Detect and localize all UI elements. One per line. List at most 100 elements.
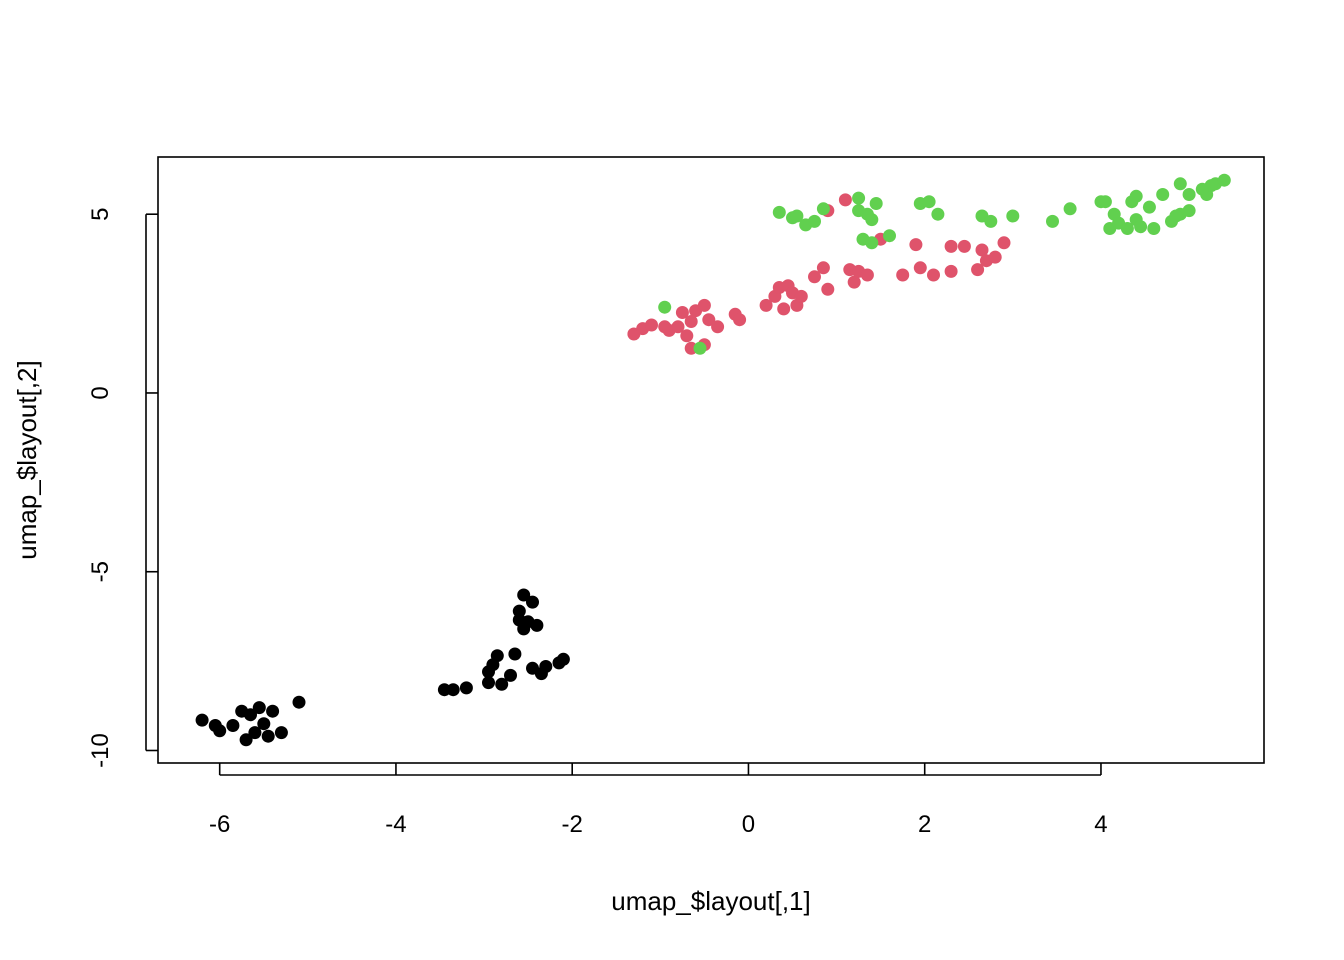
data-point xyxy=(997,236,1011,250)
data-point xyxy=(896,268,910,282)
data-point xyxy=(680,329,694,343)
data-point xyxy=(1173,177,1187,191)
data-point xyxy=(526,595,539,609)
data-point xyxy=(984,214,998,228)
data-point xyxy=(852,191,866,205)
data-point xyxy=(1134,220,1148,234)
data-point xyxy=(988,250,1002,264)
data-point xyxy=(490,649,504,663)
x-tick-label: 4 xyxy=(1094,811,1107,838)
data-point xyxy=(1063,202,1077,216)
plot-frame xyxy=(157,156,1265,764)
data-point xyxy=(252,701,266,715)
x-tick-label: -2 xyxy=(562,811,583,838)
data-point xyxy=(913,261,927,275)
y-tick-label: -10 xyxy=(87,733,114,768)
data-point xyxy=(865,236,879,250)
data-point xyxy=(1195,182,1209,196)
data-point xyxy=(504,668,517,682)
data-point xyxy=(794,289,808,303)
data-point xyxy=(274,726,288,740)
y-axis: -10 -5 0 5 xyxy=(87,208,158,768)
data-point xyxy=(922,195,936,209)
data-point xyxy=(759,298,773,312)
data-point xyxy=(847,275,861,289)
x-tick-label: -6 xyxy=(209,811,230,838)
data-point xyxy=(1120,222,1134,235)
data-point xyxy=(257,717,271,731)
data-point xyxy=(883,229,896,243)
data-point xyxy=(645,318,658,332)
data-point xyxy=(658,300,672,314)
data-point xyxy=(865,213,879,227)
data-point xyxy=(508,647,522,661)
data-point xyxy=(556,652,570,666)
y-tick-label: 0 xyxy=(87,386,114,399)
x-axis: -6 -4 -2 0 2 4 xyxy=(209,763,1108,838)
data-point xyxy=(482,676,495,690)
data-point xyxy=(675,306,689,319)
x-tick-label: 0 xyxy=(742,811,755,838)
data-point xyxy=(1156,188,1170,201)
data-point xyxy=(517,588,531,602)
data-point xyxy=(944,239,958,253)
data-point xyxy=(1182,188,1196,201)
y-tick-label: 5 xyxy=(87,208,114,221)
data-point xyxy=(684,315,698,328)
data-point xyxy=(512,604,526,618)
data-point xyxy=(816,202,830,216)
data-point xyxy=(808,214,821,228)
data-point xyxy=(244,708,257,722)
data-point xyxy=(790,209,804,223)
data-point xyxy=(816,261,830,275)
data-point xyxy=(711,320,725,334)
data-point xyxy=(530,618,544,632)
data-point xyxy=(702,313,716,327)
data-point xyxy=(195,713,209,727)
y-tick-label: -5 xyxy=(87,561,114,582)
x-tick-label: -4 xyxy=(385,811,406,838)
data-point xyxy=(860,268,874,282)
data-point xyxy=(909,238,923,252)
data-point xyxy=(1006,209,1020,223)
points-layer xyxy=(195,173,1231,747)
data-point xyxy=(944,264,958,278)
data-point xyxy=(838,193,852,207)
y-axis-label: umap_$layout[,2] xyxy=(12,360,42,559)
data-point xyxy=(1142,200,1156,214)
data-point xyxy=(459,681,473,695)
data-point xyxy=(1182,204,1196,218)
data-point xyxy=(1217,173,1231,187)
data-point xyxy=(1129,189,1143,203)
data-point xyxy=(772,205,786,219)
data-point xyxy=(971,263,985,277)
data-point xyxy=(869,197,883,210)
data-point xyxy=(808,270,821,284)
data-point xyxy=(495,677,509,691)
data-point xyxy=(213,724,227,738)
x-axis-label: umap_$layout[,1] xyxy=(611,886,810,916)
data-point xyxy=(292,695,306,709)
data-point xyxy=(1147,222,1161,235)
data-point xyxy=(446,683,460,697)
data-point xyxy=(821,282,835,296)
data-point xyxy=(1046,214,1059,228)
data-point xyxy=(1169,209,1183,223)
x-tick-label: 2 xyxy=(918,811,931,838)
data-point xyxy=(226,719,240,732)
data-point xyxy=(777,302,791,316)
data-point xyxy=(239,733,253,747)
data-point xyxy=(482,665,495,679)
data-point xyxy=(733,313,747,327)
data-point xyxy=(261,729,275,743)
data-point xyxy=(693,341,707,355)
data-point xyxy=(931,207,945,221)
data-point xyxy=(266,704,280,718)
data-point xyxy=(1098,195,1112,209)
data-point xyxy=(697,298,711,312)
data-point xyxy=(957,239,971,253)
data-point xyxy=(975,243,989,257)
data-point xyxy=(248,726,262,740)
data-point xyxy=(927,268,940,282)
